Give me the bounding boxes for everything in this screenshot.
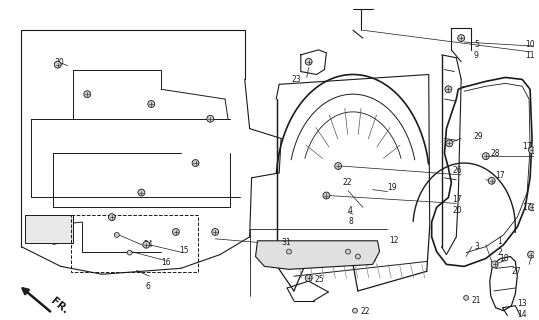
Circle shape	[458, 35, 465, 42]
Text: FR.: FR.	[49, 296, 70, 316]
Circle shape	[138, 189, 145, 196]
Circle shape	[335, 163, 342, 170]
Circle shape	[305, 275, 312, 282]
Circle shape	[529, 204, 535, 211]
Circle shape	[491, 261, 498, 268]
Text: 7: 7	[41, 237, 46, 246]
Text: 17: 17	[452, 195, 462, 204]
Polygon shape	[255, 241, 379, 269]
Circle shape	[287, 249, 292, 254]
Circle shape	[207, 115, 214, 122]
Circle shape	[323, 192, 330, 199]
Text: 1: 1	[497, 237, 502, 246]
Text: 17: 17	[496, 171, 505, 180]
Circle shape	[148, 100, 155, 108]
Text: 19: 19	[388, 183, 397, 192]
Circle shape	[345, 249, 350, 254]
Circle shape	[192, 160, 199, 166]
Circle shape	[355, 254, 361, 259]
Text: 13: 13	[517, 299, 527, 308]
Text: 18: 18	[500, 254, 509, 263]
Circle shape	[84, 91, 91, 98]
Circle shape	[482, 153, 489, 160]
Text: 25: 25	[315, 275, 324, 284]
Circle shape	[528, 251, 535, 258]
Text: 12: 12	[389, 236, 399, 245]
Circle shape	[127, 250, 132, 255]
Circle shape	[114, 232, 119, 237]
Text: 15: 15	[179, 246, 189, 255]
Circle shape	[464, 295, 468, 300]
Text: 22: 22	[361, 307, 370, 316]
Text: 24: 24	[143, 240, 153, 249]
Text: 20: 20	[452, 206, 462, 215]
Text: 4: 4	[348, 206, 353, 215]
Circle shape	[488, 177, 495, 184]
Bar	[71, 215, 198, 272]
Text: 27: 27	[512, 267, 521, 276]
Text: 3: 3	[474, 242, 479, 251]
Text: 2: 2	[497, 248, 502, 257]
Text: 6: 6	[146, 282, 150, 291]
Circle shape	[143, 241, 150, 248]
Text: 22: 22	[342, 178, 352, 187]
Text: 11: 11	[525, 51, 535, 60]
Circle shape	[305, 58, 312, 65]
Text: 10: 10	[525, 40, 535, 50]
Text: 28: 28	[490, 149, 500, 158]
Text: 14: 14	[517, 310, 527, 319]
Circle shape	[172, 228, 179, 236]
Text: 30: 30	[55, 58, 65, 67]
Circle shape	[445, 86, 452, 93]
Text: 8: 8	[348, 217, 353, 226]
Text: 17: 17	[522, 142, 532, 151]
Text: 17: 17	[522, 203, 532, 212]
Circle shape	[446, 140, 453, 147]
Text: 9: 9	[474, 51, 479, 60]
Text: 16: 16	[161, 258, 171, 267]
Circle shape	[529, 147, 535, 154]
Text: 29: 29	[474, 132, 483, 141]
Text: 21: 21	[471, 296, 481, 305]
Circle shape	[353, 308, 357, 313]
Circle shape	[54, 61, 61, 68]
Bar	[25, 215, 73, 243]
Circle shape	[108, 214, 115, 220]
Text: 5: 5	[474, 40, 479, 50]
Text: 23: 23	[292, 75, 302, 84]
Circle shape	[212, 228, 219, 236]
Text: 26: 26	[452, 166, 462, 175]
Text: 31: 31	[281, 238, 291, 247]
